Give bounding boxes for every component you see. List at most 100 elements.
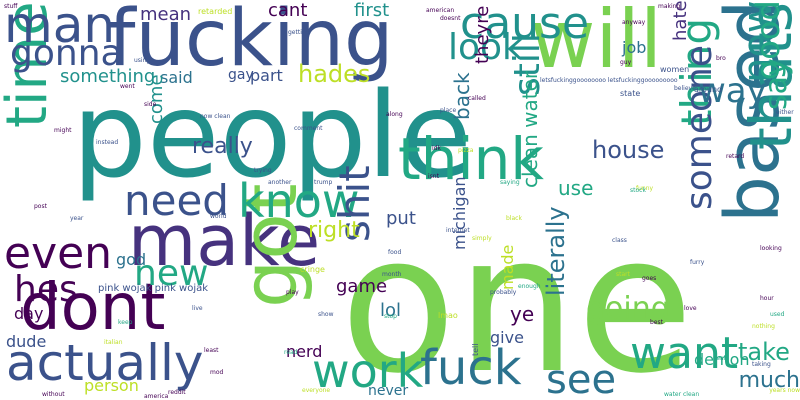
word-read: read: [284, 349, 298, 356]
word-hes: hes: [14, 269, 78, 310]
word-hades: hades: [298, 60, 371, 88]
word-game: game: [336, 276, 388, 297]
word-theyre: theyre: [472, 5, 493, 64]
word-never: never: [368, 383, 409, 399]
word-saying: saying: [500, 179, 520, 186]
word-comment: comment: [294, 125, 323, 132]
word-pizza: pizza: [458, 147, 474, 154]
word-making: making: [658, 3, 681, 10]
word-lmao: lmao: [438, 311, 458, 320]
word-gay: gay: [228, 67, 254, 83]
word-clean-water: clean water: [518, 70, 542, 188]
word-mean: mean: [140, 4, 192, 25]
word-probably: probably: [490, 289, 517, 296]
word-put: put: [386, 208, 416, 229]
word-man: man: [4, 0, 116, 54]
word-job: job: [622, 38, 647, 57]
word-another: another: [268, 179, 292, 186]
word-dude: dude: [6, 332, 47, 351]
word-stock: stock: [630, 187, 646, 194]
word-show: show: [318, 311, 334, 318]
word-start: start: [616, 271, 630, 278]
word-side: side: [144, 101, 157, 108]
word-cause: cause: [460, 0, 590, 49]
word-retarded: retarded: [198, 7, 233, 16]
word-tell: tell: [471, 343, 480, 356]
word-went: went: [120, 83, 135, 90]
word-first: first: [354, 0, 390, 21]
word-believe: believe: [674, 85, 696, 92]
word-bro: bro: [716, 55, 726, 62]
word-instead: instead: [96, 139, 119, 146]
word-use: use: [558, 176, 594, 200]
word-either: either: [776, 109, 794, 116]
word-used: used: [770, 311, 785, 318]
word-really: really: [192, 134, 253, 159]
word-water-clean: water clean: [664, 391, 700, 398]
word-now-clean: now clean: [200, 113, 231, 120]
word-fuck: fuck: [420, 340, 522, 396]
word-world: world: [210, 213, 227, 220]
word-anyway: anyway: [622, 19, 646, 26]
word-trump: trump: [314, 179, 333, 186]
word-goes: goes: [642, 275, 657, 282]
word-play: play: [286, 289, 299, 296]
word-around: around: [694, 85, 723, 94]
word-letsfuckinggoooooooo-letsfuckinggooooooo: letsfuckinggoooooooo letsfuckinggooooooo…: [540, 77, 678, 84]
word-take: take: [738, 338, 790, 366]
word-doesnt: doesnt: [440, 15, 461, 22]
word-called: called: [468, 95, 486, 102]
word-class: class: [612, 237, 627, 244]
word-keep: keep: [118, 319, 133, 326]
word-year: year: [70, 215, 84, 222]
word-demon: demon: [694, 350, 750, 369]
word-much: much: [738, 368, 800, 393]
word-getting: getting: [288, 29, 310, 36]
word-fucking: fucking: [108, 0, 394, 84]
word-work: work: [312, 344, 424, 398]
word-live: live: [192, 305, 203, 312]
word-will: will: [530, 0, 663, 86]
word-something: something: [60, 66, 156, 87]
word-part: part: [250, 66, 283, 85]
word-even: even: [4, 228, 113, 279]
word-pink-wojak-pink-wojak: pink wojak pink wojak: [98, 283, 209, 294]
word-mod: mod: [210, 369, 224, 376]
word-going: going: [586, 291, 670, 326]
word-literally: literally: [542, 206, 570, 296]
word-retard: retard: [726, 153, 745, 160]
word-simply: simply: [472, 235, 492, 242]
word-know: know: [238, 174, 360, 228]
word-michigan: michigan: [450, 176, 469, 250]
word-come: come: [146, 74, 167, 124]
word-might: might: [54, 127, 72, 134]
word-women: women: [660, 65, 690, 74]
word-hour: hour: [760, 295, 774, 302]
word-using: using: [134, 57, 151, 64]
word-ye: ye: [510, 302, 535, 326]
word-post: post: [34, 203, 47, 210]
word-cant: cant: [268, 0, 308, 21]
word-state: state: [620, 89, 641, 98]
word-said: said: [160, 68, 193, 87]
word-italian: italian: [104, 339, 123, 346]
word-love: love: [684, 305, 697, 312]
word-house: house: [592, 136, 665, 164]
word-think: think: [398, 125, 544, 193]
word-gonna: gonna: [10, 33, 123, 74]
word-idk: idk: [432, 145, 441, 152]
word-looking: looking: [760, 245, 782, 252]
word-least: least: [204, 347, 219, 354]
word-food: food: [388, 249, 402, 256]
word-right: right: [308, 218, 360, 243]
word-one: one: [340, 194, 694, 400]
word-dont: dont: [20, 271, 166, 345]
word-america: america: [144, 393, 169, 400]
word-real: real: [714, 355, 726, 362]
word-stop: stop: [384, 313, 397, 320]
word-month: month: [382, 271, 402, 278]
word-god: god: [116, 250, 147, 269]
word-look: look: [448, 27, 523, 68]
word-isnt: isnt: [428, 173, 439, 180]
